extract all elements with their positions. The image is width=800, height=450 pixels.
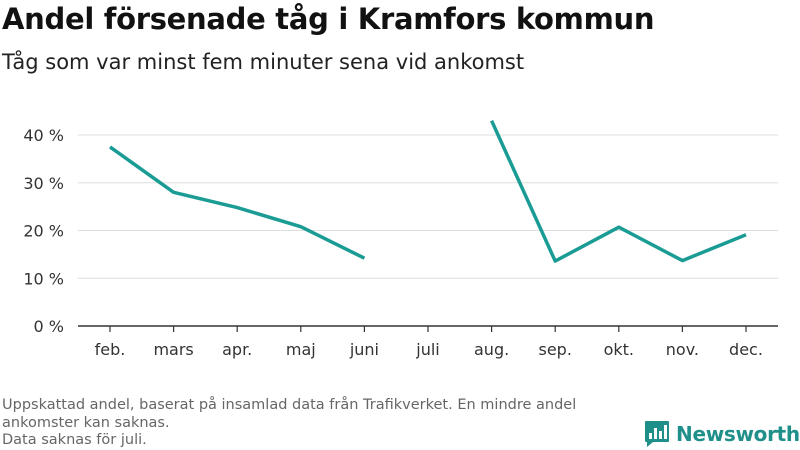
y-tick-label: 40 % (23, 126, 64, 145)
series-line-segment (490, 119, 747, 263)
footnote-line: Data saknas för juli. (2, 432, 147, 448)
x-tick-label: juli (415, 340, 439, 359)
series-lines (108, 119, 747, 263)
y-tick-label: 20 % (23, 222, 64, 241)
chart-subtitle: Tåg som var minst fem minuter sena vid a… (2, 50, 525, 74)
line-chart: 0 % 10 % 20 % 30 % 40 % feb. mars apr. maj juni j… (23, 119, 778, 359)
x-tick-label: mars (153, 340, 193, 359)
x-tick-label: aug. (474, 340, 509, 359)
x-tick-label: sep. (538, 340, 571, 359)
bar-chart-logo-icon (645, 421, 669, 447)
x-tick-label: apr. (222, 340, 252, 359)
y-axis-ticks: 0 % 10 % 20 % 30 % 40 % (23, 126, 64, 336)
x-tick-label: okt. (604, 340, 634, 359)
series-line-segment (108, 145, 366, 260)
x-tick-label: juni (349, 340, 379, 359)
chart-footnote: Uppskattad andel, baserat på insamlad da… (2, 397, 642, 450)
newsworthy-logo: Newsworthy (644, 420, 800, 448)
x-axis-ticks: feb. mars apr. maj juni juli aug. sep. okt. nov. d… (95, 326, 763, 359)
y-tick-label: 30 % (23, 174, 64, 193)
x-tick-label: dec. (729, 340, 763, 359)
y-tick-label: 10 % (23, 269, 64, 288)
x-tick-label: nov. (666, 340, 699, 359)
footnote-line: Uppskattad andel, baserat på insamlad da… (2, 397, 577, 431)
chart-title: Andel försenade tåg i Kramfors kommun (2, 2, 655, 36)
gridlines (78, 134, 778, 279)
x-tick-label: feb. (95, 340, 126, 359)
y-tick-label: 0 % (34, 317, 64, 336)
logo-text: Newsworthy (676, 422, 800, 446)
x-tick-label: maj (286, 340, 316, 359)
